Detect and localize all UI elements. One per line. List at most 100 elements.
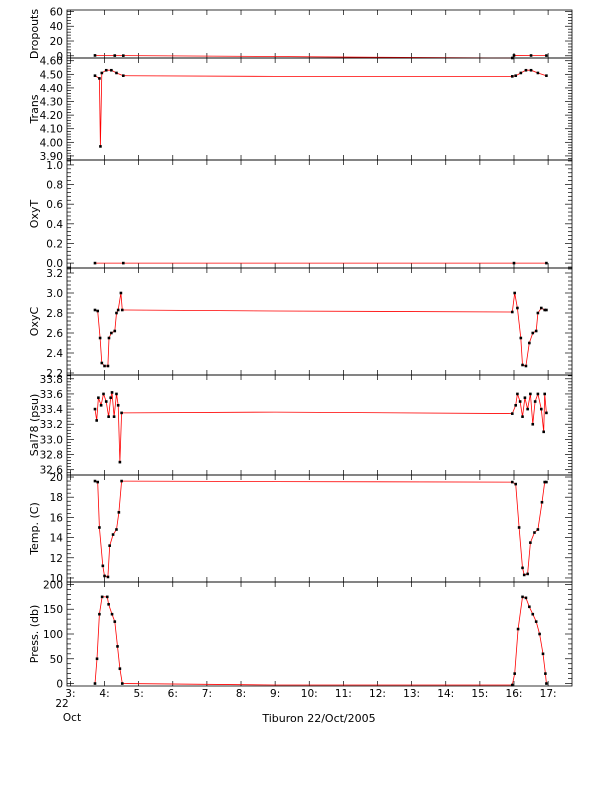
data-point bbox=[529, 541, 532, 544]
x-tick-label: 15: bbox=[471, 688, 488, 700]
data-point bbox=[534, 329, 538, 333]
x-tick-label: 9: bbox=[270, 688, 280, 700]
x-tick-label: 3: bbox=[65, 688, 75, 700]
data-point bbox=[521, 415, 524, 418]
series-line bbox=[94, 480, 547, 578]
y-tick-label: 18 bbox=[50, 492, 63, 504]
data-point bbox=[524, 364, 528, 368]
data-point bbox=[517, 526, 521, 529]
y-tick-label: 0.2 bbox=[46, 238, 63, 250]
y-tick-label: 12 bbox=[50, 553, 63, 565]
data-point bbox=[545, 261, 548, 265]
panel-frame bbox=[66, 581, 573, 687]
data-point bbox=[117, 511, 121, 514]
y-axis-title: OxyT bbox=[28, 200, 41, 229]
data-point bbox=[99, 145, 102, 148]
data-point bbox=[533, 531, 536, 534]
x-tick-label: 11: bbox=[335, 688, 352, 700]
data-point bbox=[106, 364, 110, 368]
data-point bbox=[98, 526, 101, 529]
x-axis: 3: 4: 5: 6: 7: 8: 9: 10: 11: 12: 13: 14: 15: 16: 17: bbox=[65, 688, 556, 700]
panel-trans: 3.90 4.004.10 4.204.30 4.40 4.504.60 Trans bbox=[28, 56, 573, 163]
data-point bbox=[543, 308, 547, 312]
data-point bbox=[536, 71, 540, 75]
series-line bbox=[94, 54, 547, 59]
data-point bbox=[531, 612, 535, 616]
data-point bbox=[539, 407, 543, 411]
data-point bbox=[122, 74, 125, 77]
data-point bbox=[536, 392, 540, 396]
y-tick-label: 3.90 bbox=[40, 151, 63, 163]
panel-frame bbox=[66, 57, 573, 161]
data-point bbox=[514, 74, 517, 77]
data-point bbox=[510, 412, 514, 415]
y-tick-label: 60 bbox=[50, 6, 63, 18]
y-tick-label: 33.0 bbox=[40, 434, 63, 446]
data-point bbox=[529, 68, 533, 72]
y-axis-title: Press. (db) bbox=[28, 605, 41, 664]
panel-press: 0 50 100 150 200 Press. (db) bbox=[28, 579, 573, 691]
y-tick-label: 0 bbox=[56, 51, 63, 63]
data-point bbox=[510, 310, 514, 314]
x-date-label: 22 bbox=[55, 698, 68, 710]
data-point bbox=[521, 566, 524, 570]
data-point bbox=[107, 415, 110, 418]
data-point bbox=[112, 415, 116, 418]
y-axis-title: Dropouts bbox=[28, 9, 41, 59]
data-point bbox=[539, 306, 543, 310]
y-tick-label: 33.2 bbox=[40, 419, 63, 431]
data-point bbox=[113, 329, 117, 333]
data-point bbox=[105, 595, 109, 599]
y-tick-label: 3.0 bbox=[46, 288, 63, 300]
y-tick-label: 4.60 bbox=[40, 56, 63, 68]
data-point bbox=[513, 672, 516, 675]
y-axis-title: Temp. (C) bbox=[28, 502, 41, 556]
data-point bbox=[93, 308, 97, 312]
data-point bbox=[544, 672, 547, 675]
data-point bbox=[110, 391, 114, 394]
data-point bbox=[120, 411, 123, 415]
data-point bbox=[522, 573, 526, 577]
data-point bbox=[531, 331, 535, 335]
y-axis-title: Sal78 (psu) bbox=[28, 394, 41, 457]
data-point bbox=[115, 392, 118, 396]
y-axis-title: Trans bbox=[28, 94, 41, 124]
data-point bbox=[531, 422, 535, 426]
data-point bbox=[99, 404, 103, 407]
data-point bbox=[524, 596, 528, 600]
data-point bbox=[100, 595, 104, 599]
panel-oxyc: 2.2 2.4 2.6 2.8 3.0 3.2 OxyC bbox=[28, 267, 573, 380]
data-point bbox=[516, 306, 519, 310]
data-point bbox=[96, 309, 100, 313]
data-point bbox=[512, 54, 516, 57]
data-point bbox=[521, 595, 524, 599]
data-point bbox=[118, 460, 122, 464]
data-point bbox=[545, 74, 548, 77]
y-tick-label: 4.20 bbox=[40, 110, 63, 122]
data-point bbox=[510, 683, 514, 687]
y-tick-label: 150 bbox=[43, 604, 63, 616]
y-tick-label: 40 bbox=[50, 21, 63, 33]
data-point bbox=[545, 308, 548, 312]
data-point bbox=[113, 54, 117, 57]
data-point bbox=[526, 407, 529, 411]
data-point bbox=[545, 480, 548, 484]
data-point bbox=[521, 363, 524, 367]
y-tick-label: 2.6 bbox=[46, 328, 63, 340]
data-point bbox=[110, 68, 113, 72]
y-tick-label: 50 bbox=[50, 654, 63, 666]
data-point bbox=[93, 261, 97, 265]
data-point bbox=[113, 620, 117, 623]
data-point bbox=[120, 308, 124, 312]
data-point bbox=[519, 71, 523, 75]
data-point bbox=[96, 480, 100, 484]
x-tick-label: 4: bbox=[99, 688, 109, 700]
y-tick-label: 32.6 bbox=[40, 465, 64, 477]
y-tick-label: 4.10 bbox=[40, 124, 63, 136]
data-point bbox=[538, 632, 541, 636]
y-tick-label: 4.30 bbox=[40, 97, 63, 109]
data-point bbox=[514, 482, 517, 486]
data-point bbox=[528, 605, 531, 609]
y-tick-label: 200 bbox=[43, 579, 63, 591]
